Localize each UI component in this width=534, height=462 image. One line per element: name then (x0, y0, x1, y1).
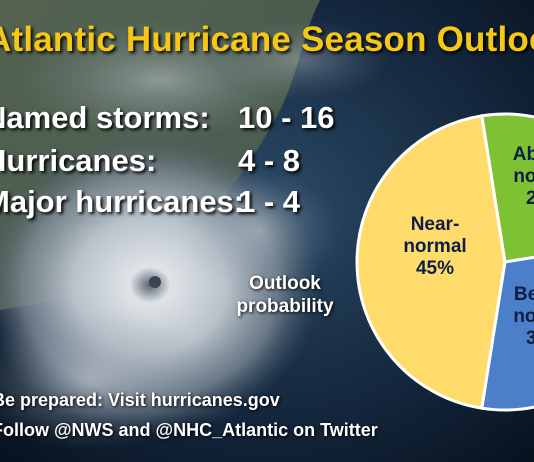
named-storms-label: Named storms: (0, 100, 210, 135)
major-hurricanes-value: 1 - 4 (238, 184, 301, 219)
pie-slice-above-normal (480, 112, 534, 264)
pie-slice-near-normal (355, 114, 507, 410)
hurricanes-label: Hurricanes: (0, 143, 157, 178)
named-storms-value: 10 - 16 (238, 100, 335, 135)
pie-label-above-normal: Above-normal25% (513, 144, 534, 209)
pie-label-near-normal: Near-normal 45% (403, 214, 466, 279)
pie-label-below-normal: Below-normal30% (513, 284, 534, 349)
hurricanes-value: 4 - 8 (238, 143, 301, 178)
pie-slice-below-normal (480, 255, 534, 412)
outlook-caption: Outlook probability (236, 273, 334, 317)
major-hurricanes-label: Major hurricanes: (0, 184, 245, 219)
footer-prepare-text: Be prepared: Visit hurricanes.gov (0, 390, 280, 410)
page-title: Atlantic Hurricane Season Outlook (0, 20, 534, 59)
footer-social-text: Follow @NWS and @NHC_Atlantic on Twitter (0, 420, 378, 440)
